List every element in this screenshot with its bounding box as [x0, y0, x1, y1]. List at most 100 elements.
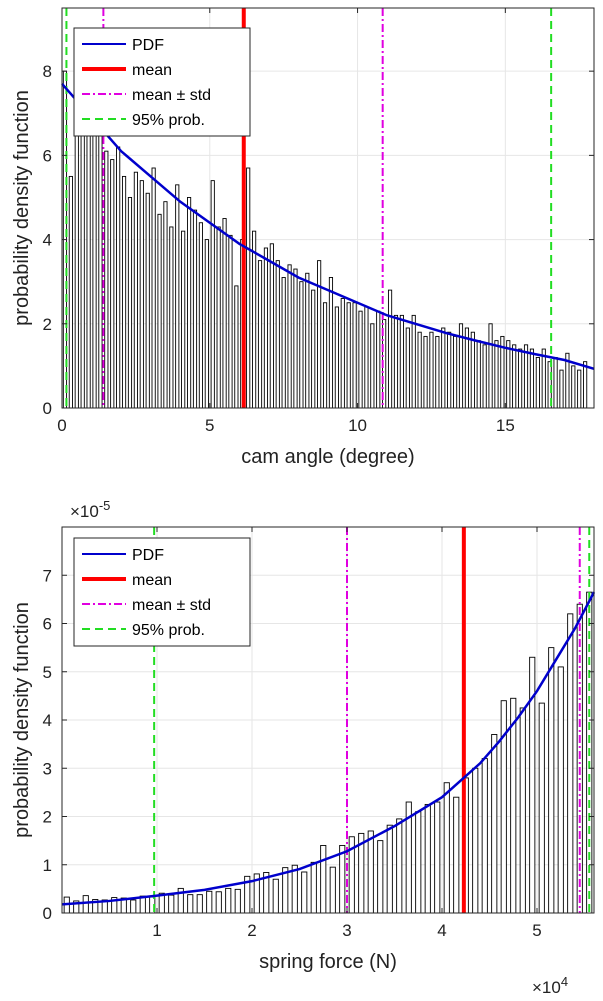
histogram-bar: [293, 268, 298, 409]
x-axis-label: spring force (N): [259, 951, 397, 973]
histogram-bar: [86, 129, 91, 409]
histogram-bar: [181, 230, 186, 409]
histogram-bar: [541, 348, 546, 409]
histogram-bar: [257, 260, 263, 409]
histogram-bar: [510, 697, 517, 914]
histogram-bar: [453, 335, 458, 409]
histogram-bar: [110, 159, 115, 409]
histogram-bar: [557, 666, 564, 914]
pdf-curve: [61, 82, 595, 371]
histogram-bar: [472, 767, 479, 914]
legend-label: mean ± std: [132, 597, 211, 614]
y-tick-label: 5: [43, 663, 52, 682]
histogram-bar: [434, 801, 441, 914]
histogram-bar: [252, 230, 257, 409]
histogram-bar: [275, 260, 280, 409]
spring-force-histogram-chart: 1 2 3 4 5 0 1 2 3 4 5 6 7 spring force (N) probability…: [11, 498, 596, 997]
histogram-bar: [494, 340, 499, 409]
histogram-bar: [571, 365, 576, 409]
histogram-bar: [346, 302, 351, 409]
histogram-bar: [424, 803, 431, 914]
histogram-bar: [216, 226, 221, 409]
legend-box: [73, 537, 251, 647]
legend-box: [73, 27, 251, 137]
x-tick-label: 5: [532, 921, 541, 940]
histogram-bar: [139, 180, 144, 409]
histogram-bar: [104, 150, 109, 409]
histogram-bar: [225, 887, 232, 914]
histogram-bar: [234, 888, 241, 914]
pdf-curve: [61, 591, 596, 906]
x-tick-label: 15: [496, 416, 515, 435]
y-tick-label: 4: [43, 231, 52, 250]
histogram-bar: [301, 871, 308, 914]
legend-label: mean: [132, 572, 172, 589]
histogram-bar: [370, 323, 375, 409]
histogram-bar: [396, 818, 403, 914]
histogram-bar: [470, 331, 475, 409]
histogram-bar: [328, 277, 334, 409]
histogram-bar: [305, 272, 310, 409]
histogram-bar: [228, 234, 233, 409]
y-tick-label: 0: [43, 904, 52, 923]
axes-box: [61, 7, 595, 409]
histogram-bar: [512, 344, 517, 409]
histogram-bar: [443, 782, 450, 914]
histogram-bar: [393, 314, 399, 409]
x-tick-label: 1: [152, 921, 161, 940]
y-tick-label: 2: [43, 315, 52, 334]
cam-angle-histogram-chart: 0 5 10 15 0 2 4 6 8 cam angle (degree) probability…: [11, 7, 595, 468]
x-tick-label: 0: [57, 416, 66, 435]
histogram-bar: [340, 298, 345, 409]
histogram-bar: [322, 302, 328, 409]
histogram-bar: [196, 894, 203, 914]
y-axis-label: probability density function: [11, 602, 33, 838]
histogram-bar: [441, 327, 446, 409]
histogram-bar: [68, 175, 73, 409]
histogram-bar: [204, 239, 209, 409]
legend-label: PDF: [132, 547, 164, 564]
histogram-bar: [364, 306, 369, 409]
y-axis-label: probability density function: [11, 90, 33, 326]
histogram-bar: [145, 192, 150, 409]
x-tick-label: 3: [342, 921, 351, 940]
histogram-bar: [376, 310, 381, 409]
histogram-bar: [548, 647, 555, 914]
histogram-bar: [523, 344, 529, 409]
histogram-bar: [583, 361, 588, 409]
histogram-bar: [287, 264, 292, 409]
histogram-bar: [310, 861, 317, 914]
histogram-bar: [386, 824, 393, 914]
legend-label: PDF: [132, 37, 164, 54]
histogram-bar: [529, 348, 535, 409]
histogram-bar: [317, 260, 322, 409]
histogram-bar: [577, 369, 582, 409]
histogram-bar: [163, 201, 168, 409]
histogram-bar: [92, 112, 97, 409]
histogram-bar: [281, 277, 286, 409]
histogram-bar: [435, 335, 440, 409]
histogram-bar: [151, 167, 156, 409]
histogram-bar: [206, 890, 213, 914]
histogram-bar: [488, 323, 493, 409]
histogram-bar: [127, 197, 133, 409]
histogram-bar: [80, 104, 85, 409]
histogram-bar: [482, 344, 487, 409]
histogram-bar: [116, 146, 121, 409]
y-tick-label: 2: [43, 808, 52, 827]
histogram-bar: [447, 331, 452, 409]
histogram-bar: [387, 289, 393, 409]
histogram-bar: [74, 117, 79, 409]
y-tick-label: 8: [43, 62, 52, 81]
histogram-bar: [481, 758, 488, 914]
histogram-bar: [269, 243, 274, 409]
y-exponent-label: ×10-5: [70, 498, 110, 521]
histogram-bar: [559, 369, 564, 409]
histogram-bar: [311, 289, 316, 409]
histogram-bar: [168, 894, 175, 914]
histogram-bar: [519, 707, 526, 914]
histogram-bar: [187, 197, 192, 409]
x-tick-label: 5: [205, 416, 214, 435]
histogram-bar: [198, 222, 203, 409]
